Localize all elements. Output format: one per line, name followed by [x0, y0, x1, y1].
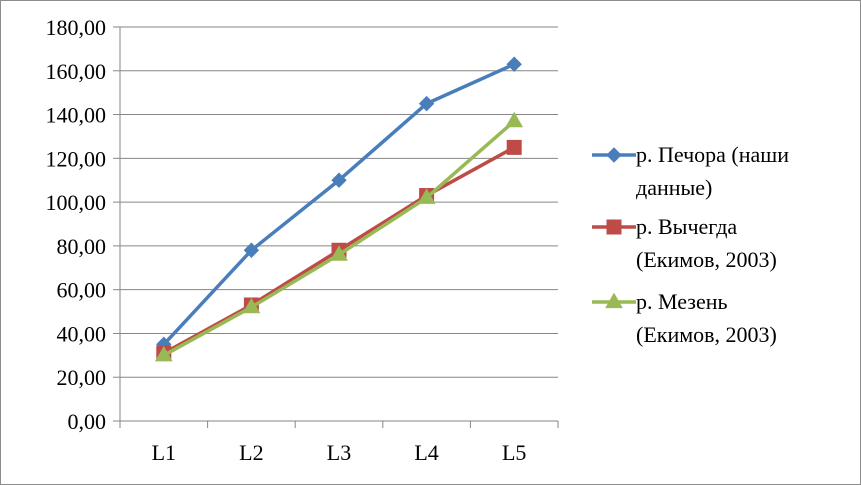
legend-label: р. Вычегда — [636, 214, 737, 239]
data-point-diamond — [243, 242, 260, 258]
data-point-triangle — [242, 297, 261, 314]
legend-marker-diamond — [606, 147, 622, 163]
y-tick-label: 80,00 — [57, 234, 107, 259]
series-layer — [154, 56, 524, 362]
legend-item: р. Вычегда (Екимов, 2003) — [592, 214, 777, 272]
y-axis: 0,00 20,00 40,00 60,00 80,00 100,00 120,00 140,… — [46, 15, 121, 434]
data-point-diamond — [418, 95, 435, 112]
series-3 — [154, 111, 524, 362]
data-point-square — [506, 139, 522, 155]
data-point-triangle — [417, 188, 436, 204]
x-tick-label: L3 — [327, 440, 351, 465]
legend-label: (Екимов, 2003) — [636, 247, 777, 272]
x-tick-label: L1 — [152, 440, 176, 465]
legend: р. Печора (наши данные) р. Вычегда (Екимов,… — [592, 142, 789, 347]
legend-label: данные) — [636, 175, 712, 200]
y-tick-label: 20,00 — [57, 365, 107, 390]
series-1 — [156, 56, 522, 353]
y-tick-label: 140,00 — [46, 103, 107, 128]
data-point-diamond — [331, 172, 347, 188]
series-line — [162, 119, 516, 357]
legend-marker-square — [606, 219, 622, 235]
y-tick-label: 60,00 — [57, 278, 107, 303]
x-tick-label: L5 — [502, 440, 526, 465]
legend-item: р. Печора (наши данные) — [592, 142, 789, 200]
data-point-triangle — [330, 245, 348, 261]
legend-marker-triangle — [605, 292, 623, 309]
data-point-diamond — [506, 56, 522, 72]
legend-label: р. Мезень — [636, 289, 728, 314]
y-tick-label: 120,00 — [46, 146, 107, 171]
x-tick-label: L4 — [414, 440, 438, 465]
y-tick-label: 160,00 — [46, 59, 107, 84]
y-tick-label: 100,00 — [46, 190, 107, 215]
y-tick-label: 180,00 — [46, 15, 107, 40]
data-point-triangle — [505, 111, 524, 128]
legend-item: р. Мезень (Екимов, 2003) — [592, 289, 777, 347]
x-axis: L1 L2 L3 L4 L5 — [119, 420, 559, 465]
gridlines — [120, 26, 558, 422]
legend-label: р. Печора (наши — [636, 142, 789, 167]
data-point-triangle — [154, 345, 173, 362]
series-line — [162, 62, 515, 346]
y-tick-label: 40,00 — [57, 321, 107, 346]
y-tick-label: 0,00 — [68, 409, 107, 434]
legend-label: (Екимов, 2003) — [636, 322, 777, 347]
x-tick-label: L2 — [239, 440, 263, 465]
